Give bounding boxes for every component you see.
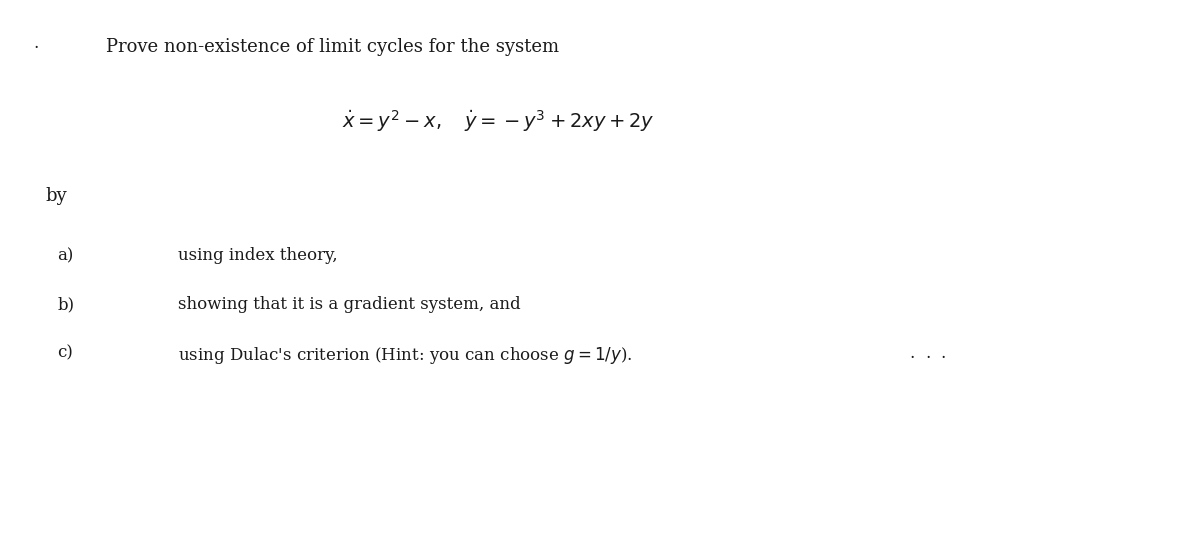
Text: .: . <box>34 35 38 52</box>
Text: showing that it is a gradient system, and: showing that it is a gradient system, an… <box>178 296 521 313</box>
Text: $\dot{x} = y^2 - x, \quad \dot{y} = -y^3 + 2xy + 2y$: $\dot{x} = y^2 - x, \quad \dot{y} = -y^3… <box>342 109 655 135</box>
Text: by: by <box>46 187 67 205</box>
Text: .: . <box>925 345 930 362</box>
Text: .: . <box>941 345 946 362</box>
Text: c): c) <box>58 345 73 362</box>
Text: using index theory,: using index theory, <box>178 247 337 264</box>
Text: a): a) <box>58 247 74 264</box>
Text: .: . <box>910 345 914 362</box>
Text: using Dulac's criterion (Hint: you can choose $g = 1/y$).: using Dulac's criterion (Hint: you can c… <box>178 345 632 366</box>
Text: Prove non-existence of limit cycles for the system: Prove non-existence of limit cycles for … <box>106 38 559 56</box>
Text: b): b) <box>58 296 74 313</box>
